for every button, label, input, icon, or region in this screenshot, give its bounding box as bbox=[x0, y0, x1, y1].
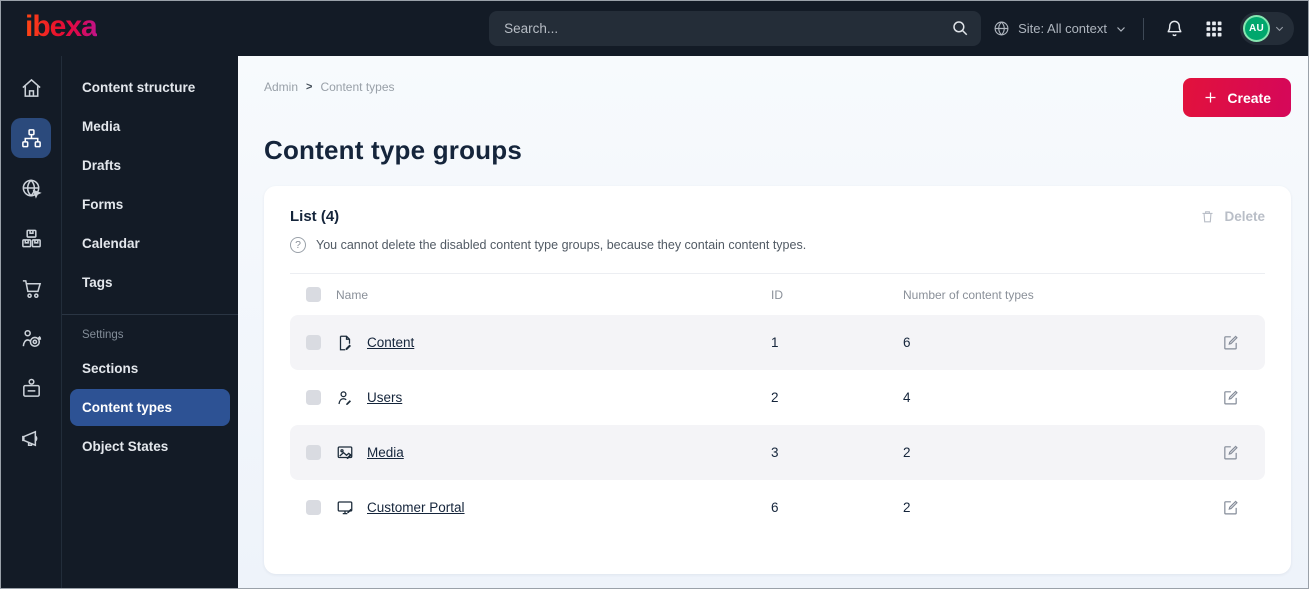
group-count: 6 bbox=[903, 335, 911, 350]
menu-item-media[interactable]: Media bbox=[82, 119, 121, 134]
rail-item-announcements[interactable] bbox=[11, 418, 51, 458]
icon-rail bbox=[1, 56, 61, 588]
column-header-id: ID bbox=[771, 287, 783, 302]
breadcrumb-admin[interactable]: Admin bbox=[264, 80, 299, 94]
group-count: 2 bbox=[903, 500, 911, 515]
media-image-icon bbox=[337, 445, 353, 459]
select-all-checkbox[interactable] bbox=[306, 287, 321, 302]
search-input[interactable] bbox=[489, 11, 982, 46]
site-globe-icon bbox=[22, 178, 42, 199]
table-row: Content 1 6 bbox=[290, 315, 1265, 370]
list-count-title: List (4) bbox=[290, 208, 340, 225]
edit-button[interactable] bbox=[1215, 328, 1245, 358]
app-switcher-grid-icon[interactable] bbox=[1200, 15, 1228, 43]
group-link-users[interactable]: Users bbox=[367, 390, 403, 405]
edit-button[interactable] bbox=[1215, 493, 1245, 523]
row-checkbox[interactable] bbox=[306, 500, 321, 515]
row-checkbox[interactable] bbox=[306, 335, 321, 350]
content-area: Admin > Content types Create Content typ… bbox=[238, 56, 1308, 588]
edit-pencil-icon bbox=[1223, 445, 1238, 460]
help-question-icon: ? bbox=[290, 237, 306, 253]
group-count: 4 bbox=[903, 390, 911, 405]
menu-item-calendar[interactable]: Calendar bbox=[82, 236, 140, 251]
row-checkbox[interactable] bbox=[306, 445, 321, 460]
side-menu: Content structure Media Drafts Forms Cal… bbox=[61, 56, 238, 588]
customer-portal-monitor-icon bbox=[337, 500, 353, 514]
row-checkbox[interactable] bbox=[306, 390, 321, 405]
menu-divider bbox=[62, 314, 238, 315]
group-link-content[interactable]: Content bbox=[367, 335, 415, 350]
menu-section-settings: Settings bbox=[82, 329, 124, 341]
edit-pencil-icon bbox=[1223, 335, 1238, 350]
chevron-down-icon bbox=[1117, 26, 1125, 32]
globe-icon bbox=[994, 21, 1009, 36]
content-type-groups-card: List (4) Delete ? You cannot delete the … bbox=[264, 186, 1291, 574]
delete-button[interactable]: Delete bbox=[1200, 209, 1265, 224]
edit-pencil-icon bbox=[1223, 500, 1238, 515]
create-button[interactable]: Create bbox=[1183, 78, 1291, 117]
content-type-groups-table: Name ID Number of content types Content … bbox=[290, 273, 1265, 535]
table-row: Users 2 4 bbox=[290, 370, 1265, 425]
page-title: Content type groups bbox=[264, 135, 523, 165]
home-icon bbox=[21, 78, 41, 97]
table-header-row: Name ID Number of content types bbox=[290, 273, 1265, 315]
edit-button[interactable] bbox=[1215, 383, 1245, 413]
menu-item-content-structure[interactable]: Content structure bbox=[82, 80, 196, 95]
group-id: 2 bbox=[771, 390, 779, 405]
commerce-cart-icon bbox=[22, 279, 41, 298]
content-tree-icon bbox=[21, 128, 41, 147]
menu-item-forms[interactable]: Forms bbox=[82, 197, 124, 212]
breadcrumb-separator: > bbox=[306, 81, 313, 93]
breadcrumb-content-types: Content types bbox=[320, 80, 395, 94]
group-id: 3 bbox=[771, 445, 779, 460]
column-header-count: Number of content types bbox=[903, 287, 1034, 302]
product-catalog-icon bbox=[21, 229, 41, 247]
topbar-right: Site: All context AU bbox=[993, 12, 1294, 45]
group-link-customer-portal[interactable]: Customer Portal bbox=[367, 500, 465, 515]
breadcrumb: Admin > Content types bbox=[264, 78, 395, 94]
announcements-megaphone-icon bbox=[21, 430, 37, 446]
users-person-icon bbox=[338, 390, 351, 405]
rail-item-product-catalog[interactable] bbox=[11, 218, 51, 258]
menu-item-object-states[interactable]: Object States bbox=[82, 439, 169, 454]
menu-item-drafts[interactable]: Drafts bbox=[82, 158, 122, 173]
site-context-selector[interactable]: Site: All context bbox=[993, 20, 1127, 37]
rail-item-commerce[interactable] bbox=[11, 268, 51, 308]
content-file-icon bbox=[339, 335, 351, 350]
rail-item-personalization[interactable] bbox=[11, 318, 51, 358]
avatar: AU bbox=[1243, 15, 1270, 42]
menu-item-content-types[interactable]: Content types bbox=[70, 389, 230, 426]
rail-item-site[interactable] bbox=[11, 168, 51, 208]
global-search bbox=[489, 11, 982, 46]
table-row: Media 3 2 bbox=[290, 425, 1265, 480]
notifications-bell-icon[interactable] bbox=[1160, 15, 1188, 43]
plus-icon bbox=[1205, 92, 1216, 103]
info-text: You cannot delete the disabled content t… bbox=[316, 238, 807, 252]
menu-item-tags[interactable]: Tags bbox=[82, 275, 113, 290]
group-count: 2 bbox=[903, 445, 911, 460]
group-id: 1 bbox=[771, 335, 779, 350]
column-header-name: Name bbox=[336, 287, 369, 302]
admin-badge-icon bbox=[22, 378, 40, 397]
chevron-down-icon bbox=[1275, 26, 1284, 32]
edit-pencil-icon bbox=[1223, 390, 1238, 405]
site-context-label: Site: All context bbox=[1018, 21, 1107, 36]
table-row: Customer Portal 6 2 bbox=[290, 480, 1265, 535]
info-note: ? You cannot delete the disabled content… bbox=[290, 237, 1265, 253]
personalization-target-icon bbox=[22, 329, 41, 347]
edit-button[interactable] bbox=[1215, 438, 1245, 468]
rail-item-content[interactable] bbox=[11, 118, 51, 158]
topbar-divider bbox=[1143, 17, 1144, 40]
rail-item-admin[interactable] bbox=[11, 368, 51, 408]
rail-item-dashboard[interactable] bbox=[11, 68, 51, 108]
user-menu[interactable]: AU bbox=[1240, 12, 1294, 45]
topbar: ibexa Site: All context AU bbox=[1, 1, 1308, 56]
menu-item-sections[interactable]: Sections bbox=[82, 361, 139, 376]
ibexa-logo[interactable]: ibexa bbox=[25, 11, 98, 46]
trash-icon bbox=[1202, 211, 1213, 223]
group-id: 6 bbox=[771, 500, 779, 515]
group-link-media[interactable]: Media bbox=[367, 445, 404, 460]
search-icon bbox=[953, 21, 968, 36]
